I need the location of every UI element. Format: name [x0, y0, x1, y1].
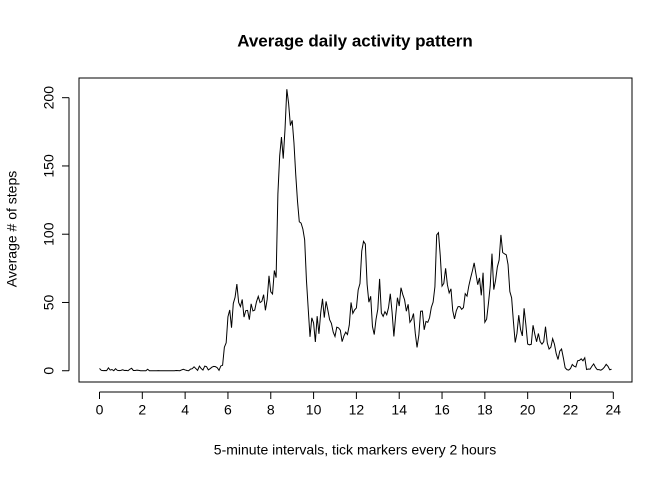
x-tick-label: 18 [477, 402, 493, 418]
x-tick-label: 4 [181, 402, 189, 418]
y-tick-label: 100 [41, 222, 57, 246]
x-axis-label: 5-minute intervals, tick markers every 2… [214, 442, 496, 458]
y-tick-label: 150 [41, 154, 57, 178]
x-tick-label: 16 [434, 402, 450, 418]
x-tick-label: 2 [138, 402, 146, 418]
x-tick-label: 6 [224, 402, 232, 418]
y-tick-label: 0 [41, 367, 57, 375]
y-axis-label: Average # of steps [4, 171, 20, 287]
x-tick-label: 14 [391, 402, 407, 418]
x-tick-label: 10 [306, 402, 322, 418]
x-tick-label: 20 [520, 402, 536, 418]
x-tick-label: 8 [267, 402, 275, 418]
x-tick-label: 0 [96, 402, 104, 418]
plot-frame [78, 77, 633, 383]
y-tick-label: 50 [41, 294, 57, 310]
chart-title: Average daily activity pattern [237, 31, 473, 50]
x-tick-label: 24 [606, 402, 622, 418]
data-line [99, 89, 612, 372]
x-tick-label: 22 [563, 402, 579, 418]
x-tick-label: 12 [349, 402, 365, 418]
y-tick-label: 200 [41, 86, 57, 110]
